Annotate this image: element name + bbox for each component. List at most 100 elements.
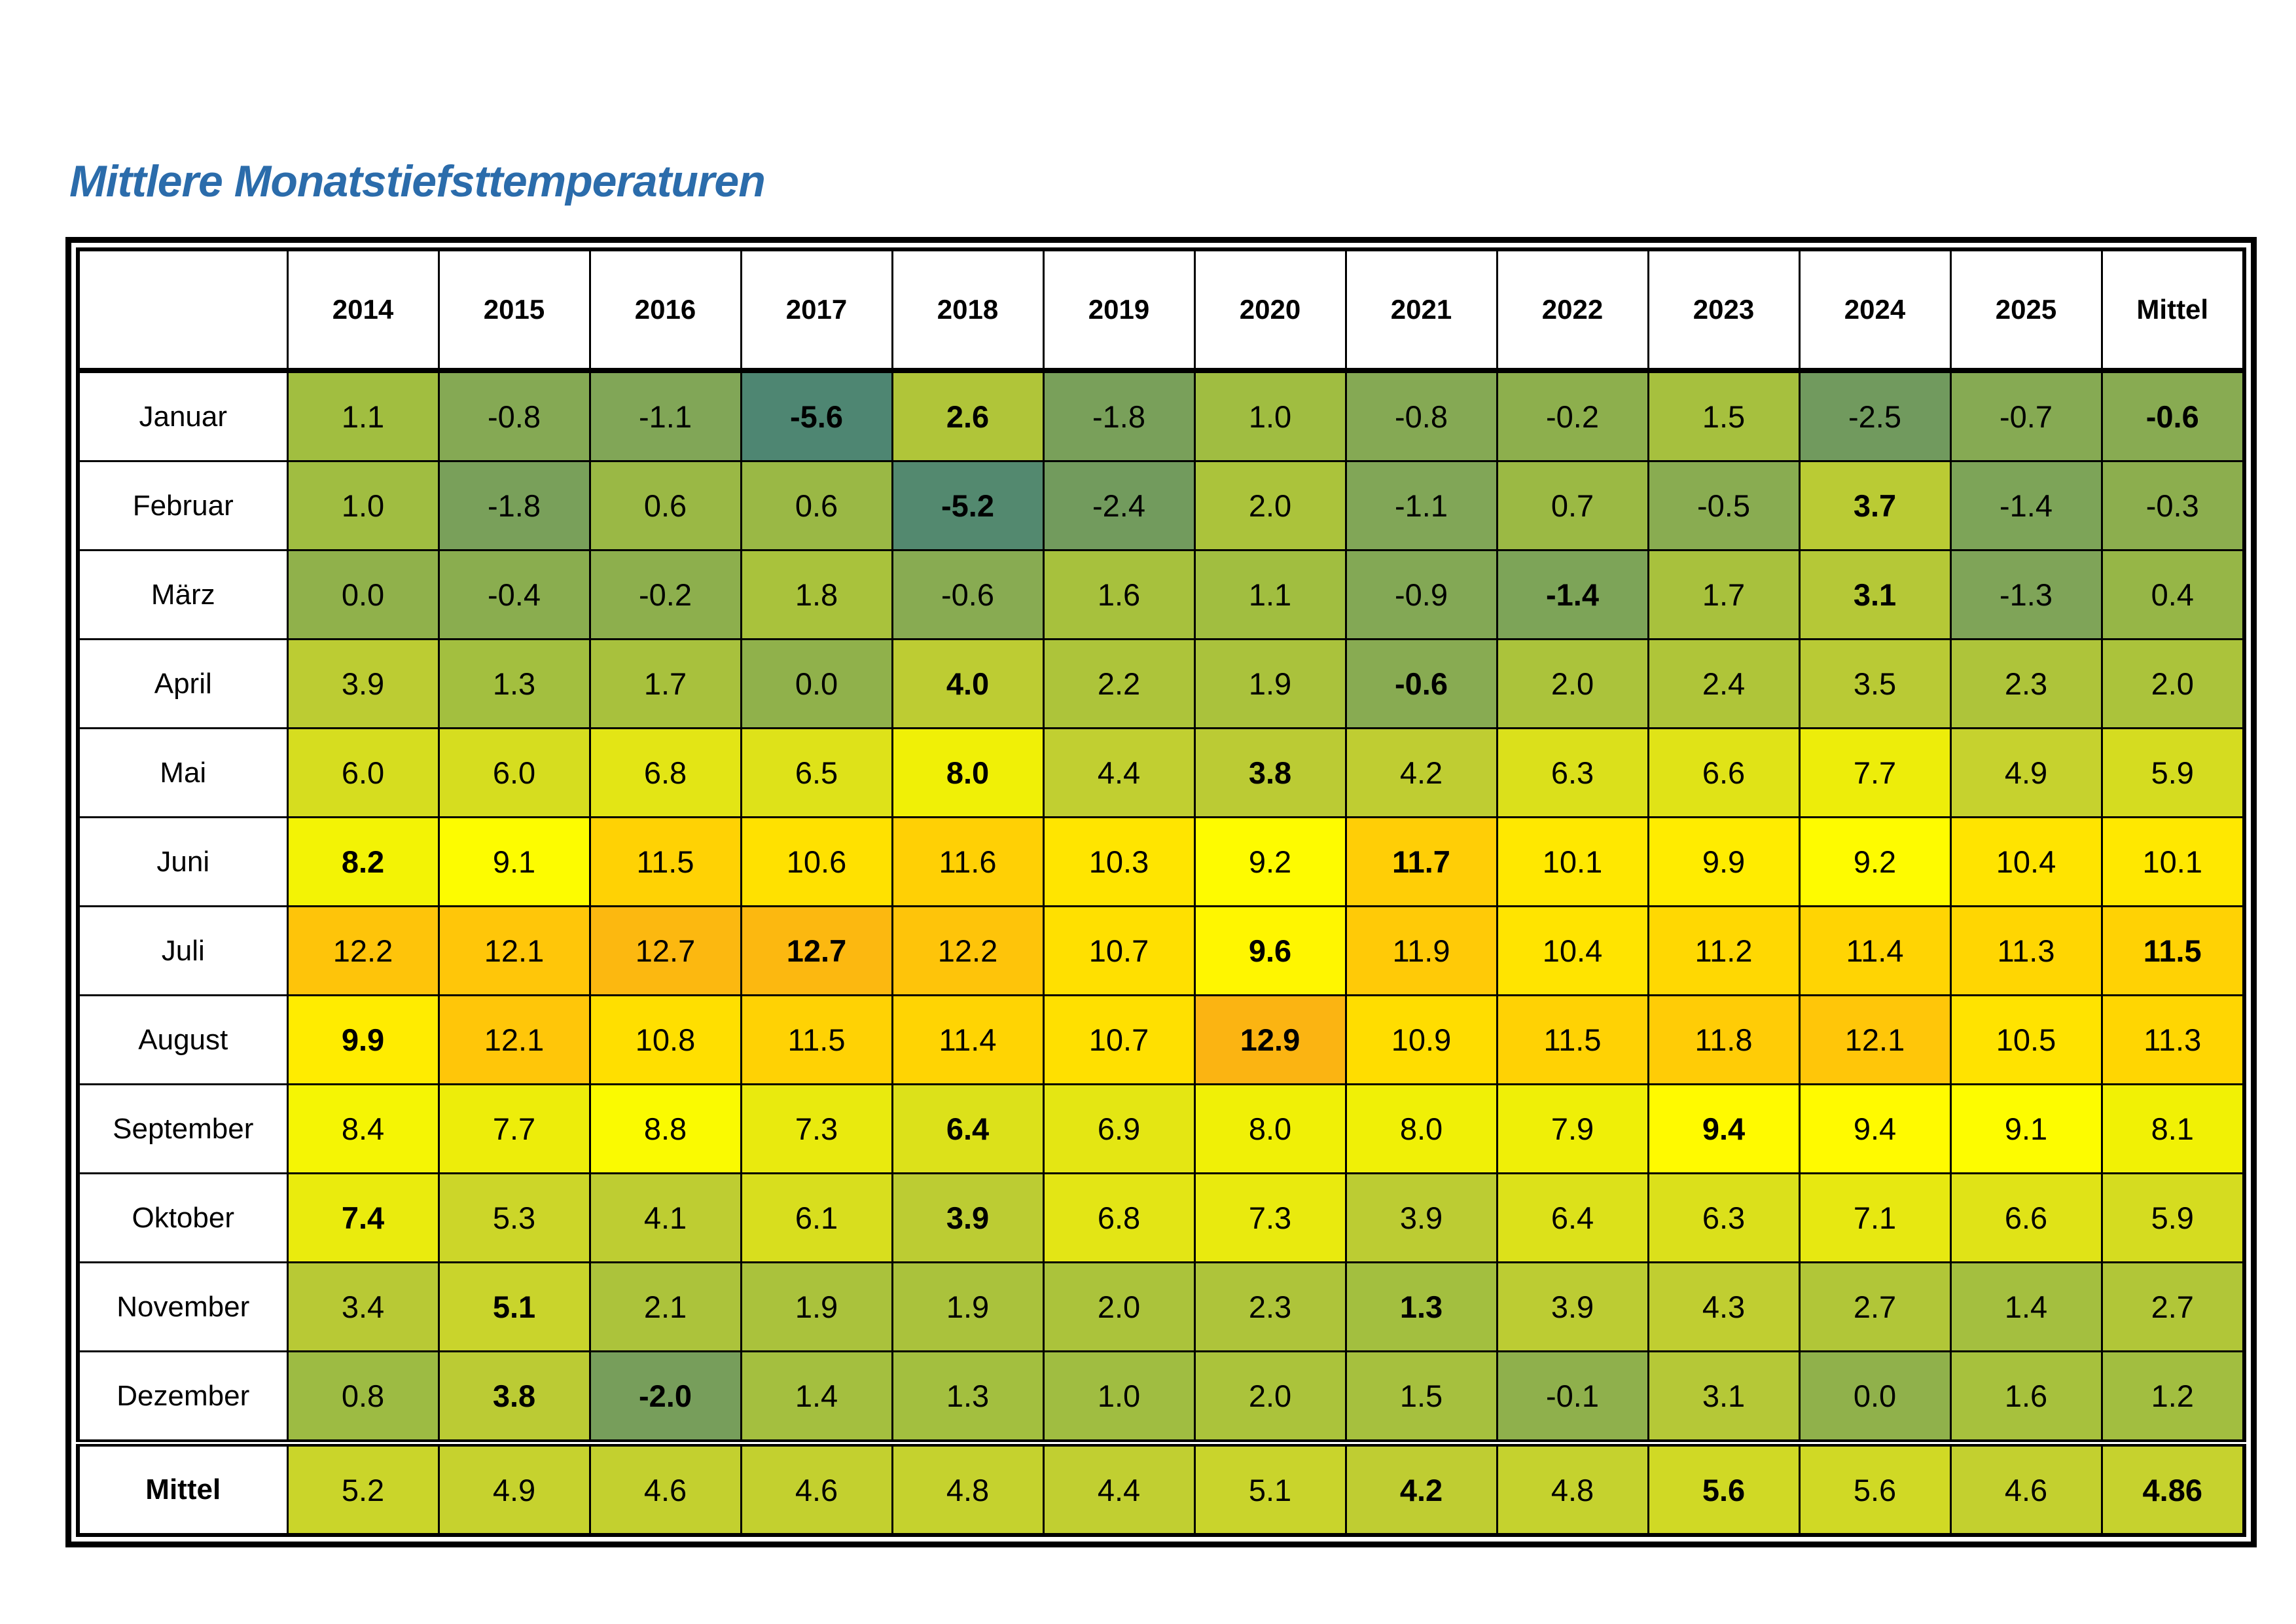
temp-cell-2023: 5.6 xyxy=(1647,1439,1801,1536)
temp-cell-2016: 1.7 xyxy=(588,638,742,729)
row-mean-cell: 11.5 xyxy=(2100,905,2246,996)
temp-cell-2018: -0.6 xyxy=(891,549,1045,640)
temp-cell-2017: 4.6 xyxy=(740,1439,893,1536)
temp-cell-2017: 11.5 xyxy=(740,994,893,1085)
row-mean-cell: 0.4 xyxy=(2100,549,2246,640)
temp-cell-2017: 1.9 xyxy=(740,1261,893,1352)
month-row-juli: Juli 12.2 12.1 12.7 12.7 12.2 10.7 9.6 11.9 10.4 1… xyxy=(77,905,2246,996)
month-label-juni: Juni xyxy=(77,816,289,907)
temp-cell-2020: 9.2 xyxy=(1193,816,1347,907)
temp-cell-2020: 5.1 xyxy=(1193,1439,1347,1536)
row-mean-cell: -0.3 xyxy=(2100,460,2246,551)
temp-cell-2016: 11.5 xyxy=(588,816,742,907)
temp-cell-2018: 4.0 xyxy=(891,638,1045,729)
temp-cell-2022: 4.8 xyxy=(1496,1439,1649,1536)
temp-cell-2019: 1.6 xyxy=(1042,549,1196,640)
temp-cell-2018: -5.2 xyxy=(891,460,1045,551)
temp-cell-2019: 10.7 xyxy=(1042,994,1196,1085)
table-frame: 2014 2015 2016 2017 2018 2019 2020 2021 2022 2023… xyxy=(65,237,2257,1547)
temp-cell-2021: 10.9 xyxy=(1344,994,1498,1085)
summary-row-label: Mittel xyxy=(77,1439,289,1536)
temp-cell-2025: 6.6 xyxy=(1949,1172,2103,1263)
temp-cell-2025: 1.4 xyxy=(1949,1261,2103,1352)
year-header-2017: 2017 xyxy=(740,248,893,373)
temp-cell-2023: 1.7 xyxy=(1647,549,1801,640)
row-mean-cell: 5.9 xyxy=(2100,1172,2246,1263)
temp-cell-2015: 5.1 xyxy=(437,1261,591,1352)
temp-cell-2022: 2.0 xyxy=(1496,638,1649,729)
temp-cell-2015: 12.1 xyxy=(437,994,591,1085)
month-label-august: August xyxy=(77,994,289,1085)
month-row-november: November 3.4 5.1 2.1 1.9 1.9 2.0 2.3 1.3 3.9 4.3 2.… xyxy=(77,1261,2246,1352)
temp-cell-2022: 6.3 xyxy=(1496,727,1649,818)
temp-cell-2015: -0.4 xyxy=(437,549,591,640)
temp-cell-2016: 0.6 xyxy=(588,460,742,551)
temp-cell-2014: 6.0 xyxy=(286,727,440,818)
row-mean-cell: 10.1 xyxy=(2100,816,2246,907)
temp-cell-2014: 12.2 xyxy=(286,905,440,996)
temp-cell-2018: 6.4 xyxy=(891,1083,1045,1174)
temp-cell-2022: 10.4 xyxy=(1496,905,1649,996)
month-label-januar: Januar xyxy=(77,369,289,462)
temp-cell-2021: -1.1 xyxy=(1344,460,1498,551)
temp-cell-2025: 1.6 xyxy=(1949,1350,2103,1444)
temp-cell-2024: 7.7 xyxy=(1798,727,1952,818)
month-label-oktober: Oktober xyxy=(77,1172,289,1263)
year-header-2015: 2015 xyxy=(437,248,591,373)
temp-cell-2019: 2.2 xyxy=(1042,638,1196,729)
temp-cell-2020: 1.1 xyxy=(1193,549,1347,640)
temp-cell-2016: 10.8 xyxy=(588,994,742,1085)
temp-cell-2018: 11.6 xyxy=(891,816,1045,907)
temp-cell-2019: -2.4 xyxy=(1042,460,1196,551)
temp-cell-2022: 3.9 xyxy=(1496,1261,1649,1352)
row-mean-cell: 1.2 xyxy=(2100,1350,2246,1444)
temp-cell-2015: -1.8 xyxy=(437,460,591,551)
temp-cell-2023: 3.1 xyxy=(1647,1350,1801,1444)
month-label-dezember: Dezember xyxy=(77,1350,289,1444)
temp-cell-2015: 6.0 xyxy=(437,727,591,818)
year-header-2018: 2018 xyxy=(891,248,1045,373)
temp-cell-2019: 4.4 xyxy=(1042,1439,1196,1536)
temp-cell-2014: 8.4 xyxy=(286,1083,440,1174)
temp-cell-2014: 3.9 xyxy=(286,638,440,729)
row-mean-cell: 5.9 xyxy=(2100,727,2246,818)
page-title: Mittlere Monatstiefsttemperaturen xyxy=(69,156,766,206)
temp-cell-2022: 11.5 xyxy=(1496,994,1649,1085)
temp-cell-2023: 9.9 xyxy=(1647,816,1801,907)
temp-cell-2015: 5.3 xyxy=(437,1172,591,1263)
month-label-juli: Juli xyxy=(77,905,289,996)
temp-cell-2022: -1.4 xyxy=(1496,549,1649,640)
temp-cell-2018: 8.0 xyxy=(891,727,1045,818)
row-mean-cell: 8.1 xyxy=(2100,1083,2246,1174)
temp-cell-2017: 0.0 xyxy=(740,638,893,729)
temp-cell-2020: 2.3 xyxy=(1193,1261,1347,1352)
temp-cell-2015: 7.7 xyxy=(437,1083,591,1174)
month-row-juni: Juni 8.2 9.1 11.5 10.6 11.6 10.3 9.2 11.7 10.1 9.9… xyxy=(77,816,2246,907)
temp-cell-2021: -0.9 xyxy=(1344,549,1498,640)
temp-cell-2023: 11.2 xyxy=(1647,905,1801,996)
temp-cell-2024: 9.4 xyxy=(1798,1083,1952,1174)
temp-cell-2014: 0.8 xyxy=(286,1350,440,1444)
temp-cell-2014: 3.4 xyxy=(286,1261,440,1352)
temp-cell-2016: 12.7 xyxy=(588,905,742,996)
temp-cell-2022: 0.7 xyxy=(1496,460,1649,551)
year-header-2021: 2021 xyxy=(1344,248,1498,373)
temp-cell-2021: 11.7 xyxy=(1344,816,1498,907)
temp-cell-2020: 9.6 xyxy=(1193,905,1347,996)
temp-cell-2021: 11.9 xyxy=(1344,905,1498,996)
temp-cell-2017: 0.6 xyxy=(740,460,893,551)
temp-cell-2023: 11.8 xyxy=(1647,994,1801,1085)
temp-cell-2017: 6.1 xyxy=(740,1172,893,1263)
temp-cell-2024: -2.5 xyxy=(1798,369,1952,462)
temp-cell-2014: 9.9 xyxy=(286,994,440,1085)
month-row-august: August 9.9 12.1 10.8 11.5 11.4 10.7 12.9 10.9 11.… xyxy=(77,994,2246,1085)
table-body: Januar 1.1 -0.8 -1.1 -5.6 2.6 -1.8 1.0 -0.8 -0.2 1… xyxy=(77,369,2246,1536)
temp-cell-2023: 9.4 xyxy=(1647,1083,1801,1174)
year-header-2023: 2023 xyxy=(1647,248,1801,373)
temp-cell-2022: -0.2 xyxy=(1496,369,1649,462)
month-row-januar: Januar 1.1 -0.8 -1.1 -5.6 2.6 -1.8 1.0 -0.8 -0.2 1… xyxy=(77,369,2246,462)
temp-cell-2022: 7.9 xyxy=(1496,1083,1649,1174)
temp-cell-2025: 10.4 xyxy=(1949,816,2103,907)
temp-cell-2020: 2.0 xyxy=(1193,460,1347,551)
